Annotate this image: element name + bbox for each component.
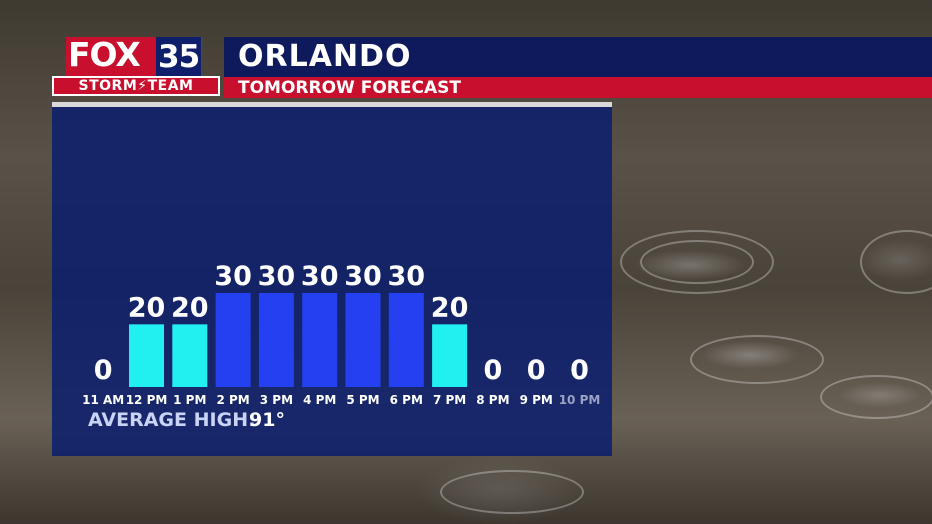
data-label: 30 [258,261,296,292]
data-label: 30 [301,261,339,292]
bar-4pm [302,293,338,387]
tick-label: 9 PM [520,393,553,407]
data-label: 0 [527,355,546,386]
rain-ripple [820,375,932,419]
data-label: 30 [214,261,252,292]
title-bar: ORLANDO [224,37,932,77]
rain-chance-bar-chart: 0 11 AM 20 12 PM 20 1 PM 30 2 PM 30 3 PM 30 4 PM 30 5… [82,261,601,407]
bar-12pm [129,324,164,387]
tick-label: 10 PM [559,393,601,407]
storm-team-badge: STORM⚡TEAM [52,76,220,96]
tick-label: 2 PM [216,393,249,407]
data-label: 20 [431,292,469,323]
subtitle-bar: TOMORROW FORECAST [224,77,932,98]
tick-label: 11 AM [82,393,124,407]
tick-label: 7 PM [433,393,466,407]
city-title: ORLANDO [238,39,412,74]
data-label: 30 [344,261,382,292]
bar-6pm [388,293,424,387]
bar-3pm [258,293,294,387]
average-high-label: AVERAGE HIGH: [88,409,256,431]
rain-ripple [440,470,584,514]
fox35-storm-team-logo: FOX 35 STORM⚡TEAM [52,35,220,97]
tick-label: 3 PM [260,393,293,407]
tick-label: 6 PM [390,393,423,407]
data-label: 20 [128,292,166,323]
storm-team-text: STORM⚡TEAM [78,78,194,94]
rain-chance-panel: 0 11 AM 20 12 PM 20 1 PM 30 2 PM 30 3 PM 30 4 PM 30 5… [52,102,612,456]
tick-label: 8 PM [476,393,509,407]
average-high-value: 91° [249,409,285,431]
data-label: 30 [388,261,426,292]
bar-5pm [345,293,381,387]
bar-2pm [215,293,251,387]
rain-ripple [620,230,774,294]
bar-7pm [432,324,468,387]
logo-number: 35 [156,37,202,77]
data-label: 0 [570,355,589,386]
forecast-subtitle: TOMORROW FORECAST [238,78,461,98]
data-label: 0 [94,355,113,386]
rain-ripple [690,335,824,384]
rain-ripple [860,230,932,294]
logo-word: FOX [68,35,141,74]
data-label: 20 [171,292,209,323]
tick-label: 1 PM [173,393,206,407]
bar-1pm [172,324,208,387]
tick-label: 4 PM [303,393,336,407]
tick-label: 12 PM [126,393,168,407]
data-label: 0 [484,355,503,386]
tick-label: 5 PM [346,393,379,407]
